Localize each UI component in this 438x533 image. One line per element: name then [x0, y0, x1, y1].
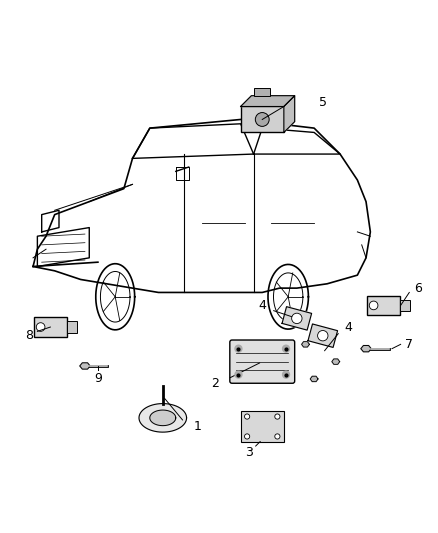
Circle shape: [36, 322, 45, 332]
Text: 4: 4: [258, 299, 266, 312]
Polygon shape: [80, 363, 90, 369]
Polygon shape: [240, 96, 295, 107]
Text: 3: 3: [245, 446, 253, 459]
FancyBboxPatch shape: [367, 296, 399, 315]
Circle shape: [275, 414, 280, 419]
Polygon shape: [308, 324, 338, 348]
Circle shape: [275, 434, 280, 439]
Polygon shape: [361, 345, 371, 352]
Circle shape: [255, 112, 269, 126]
Circle shape: [244, 434, 250, 439]
Circle shape: [244, 414, 250, 419]
Text: 8: 8: [25, 329, 33, 342]
Text: 9: 9: [94, 373, 102, 385]
FancyBboxPatch shape: [34, 317, 67, 337]
Polygon shape: [150, 410, 176, 426]
Text: 7: 7: [405, 338, 413, 351]
Polygon shape: [139, 403, 187, 432]
Bar: [240, 411, 284, 442]
Bar: [67, 321, 78, 333]
Polygon shape: [302, 342, 309, 347]
Circle shape: [318, 330, 328, 341]
FancyBboxPatch shape: [240, 107, 284, 132]
Bar: [399, 300, 410, 311]
Text: 1: 1: [194, 420, 201, 433]
Polygon shape: [332, 359, 339, 365]
Polygon shape: [282, 306, 311, 330]
Text: 5: 5: [319, 95, 327, 109]
Circle shape: [235, 371, 242, 378]
Circle shape: [283, 371, 290, 378]
Circle shape: [235, 345, 242, 352]
Bar: [254, 88, 270, 96]
Circle shape: [283, 345, 290, 352]
Text: 6: 6: [414, 281, 422, 295]
Text: 2: 2: [211, 377, 219, 390]
Polygon shape: [310, 376, 318, 382]
Circle shape: [292, 313, 302, 324]
Circle shape: [369, 301, 378, 310]
FancyBboxPatch shape: [230, 340, 295, 383]
Polygon shape: [284, 96, 295, 132]
Text: 4: 4: [345, 320, 353, 334]
